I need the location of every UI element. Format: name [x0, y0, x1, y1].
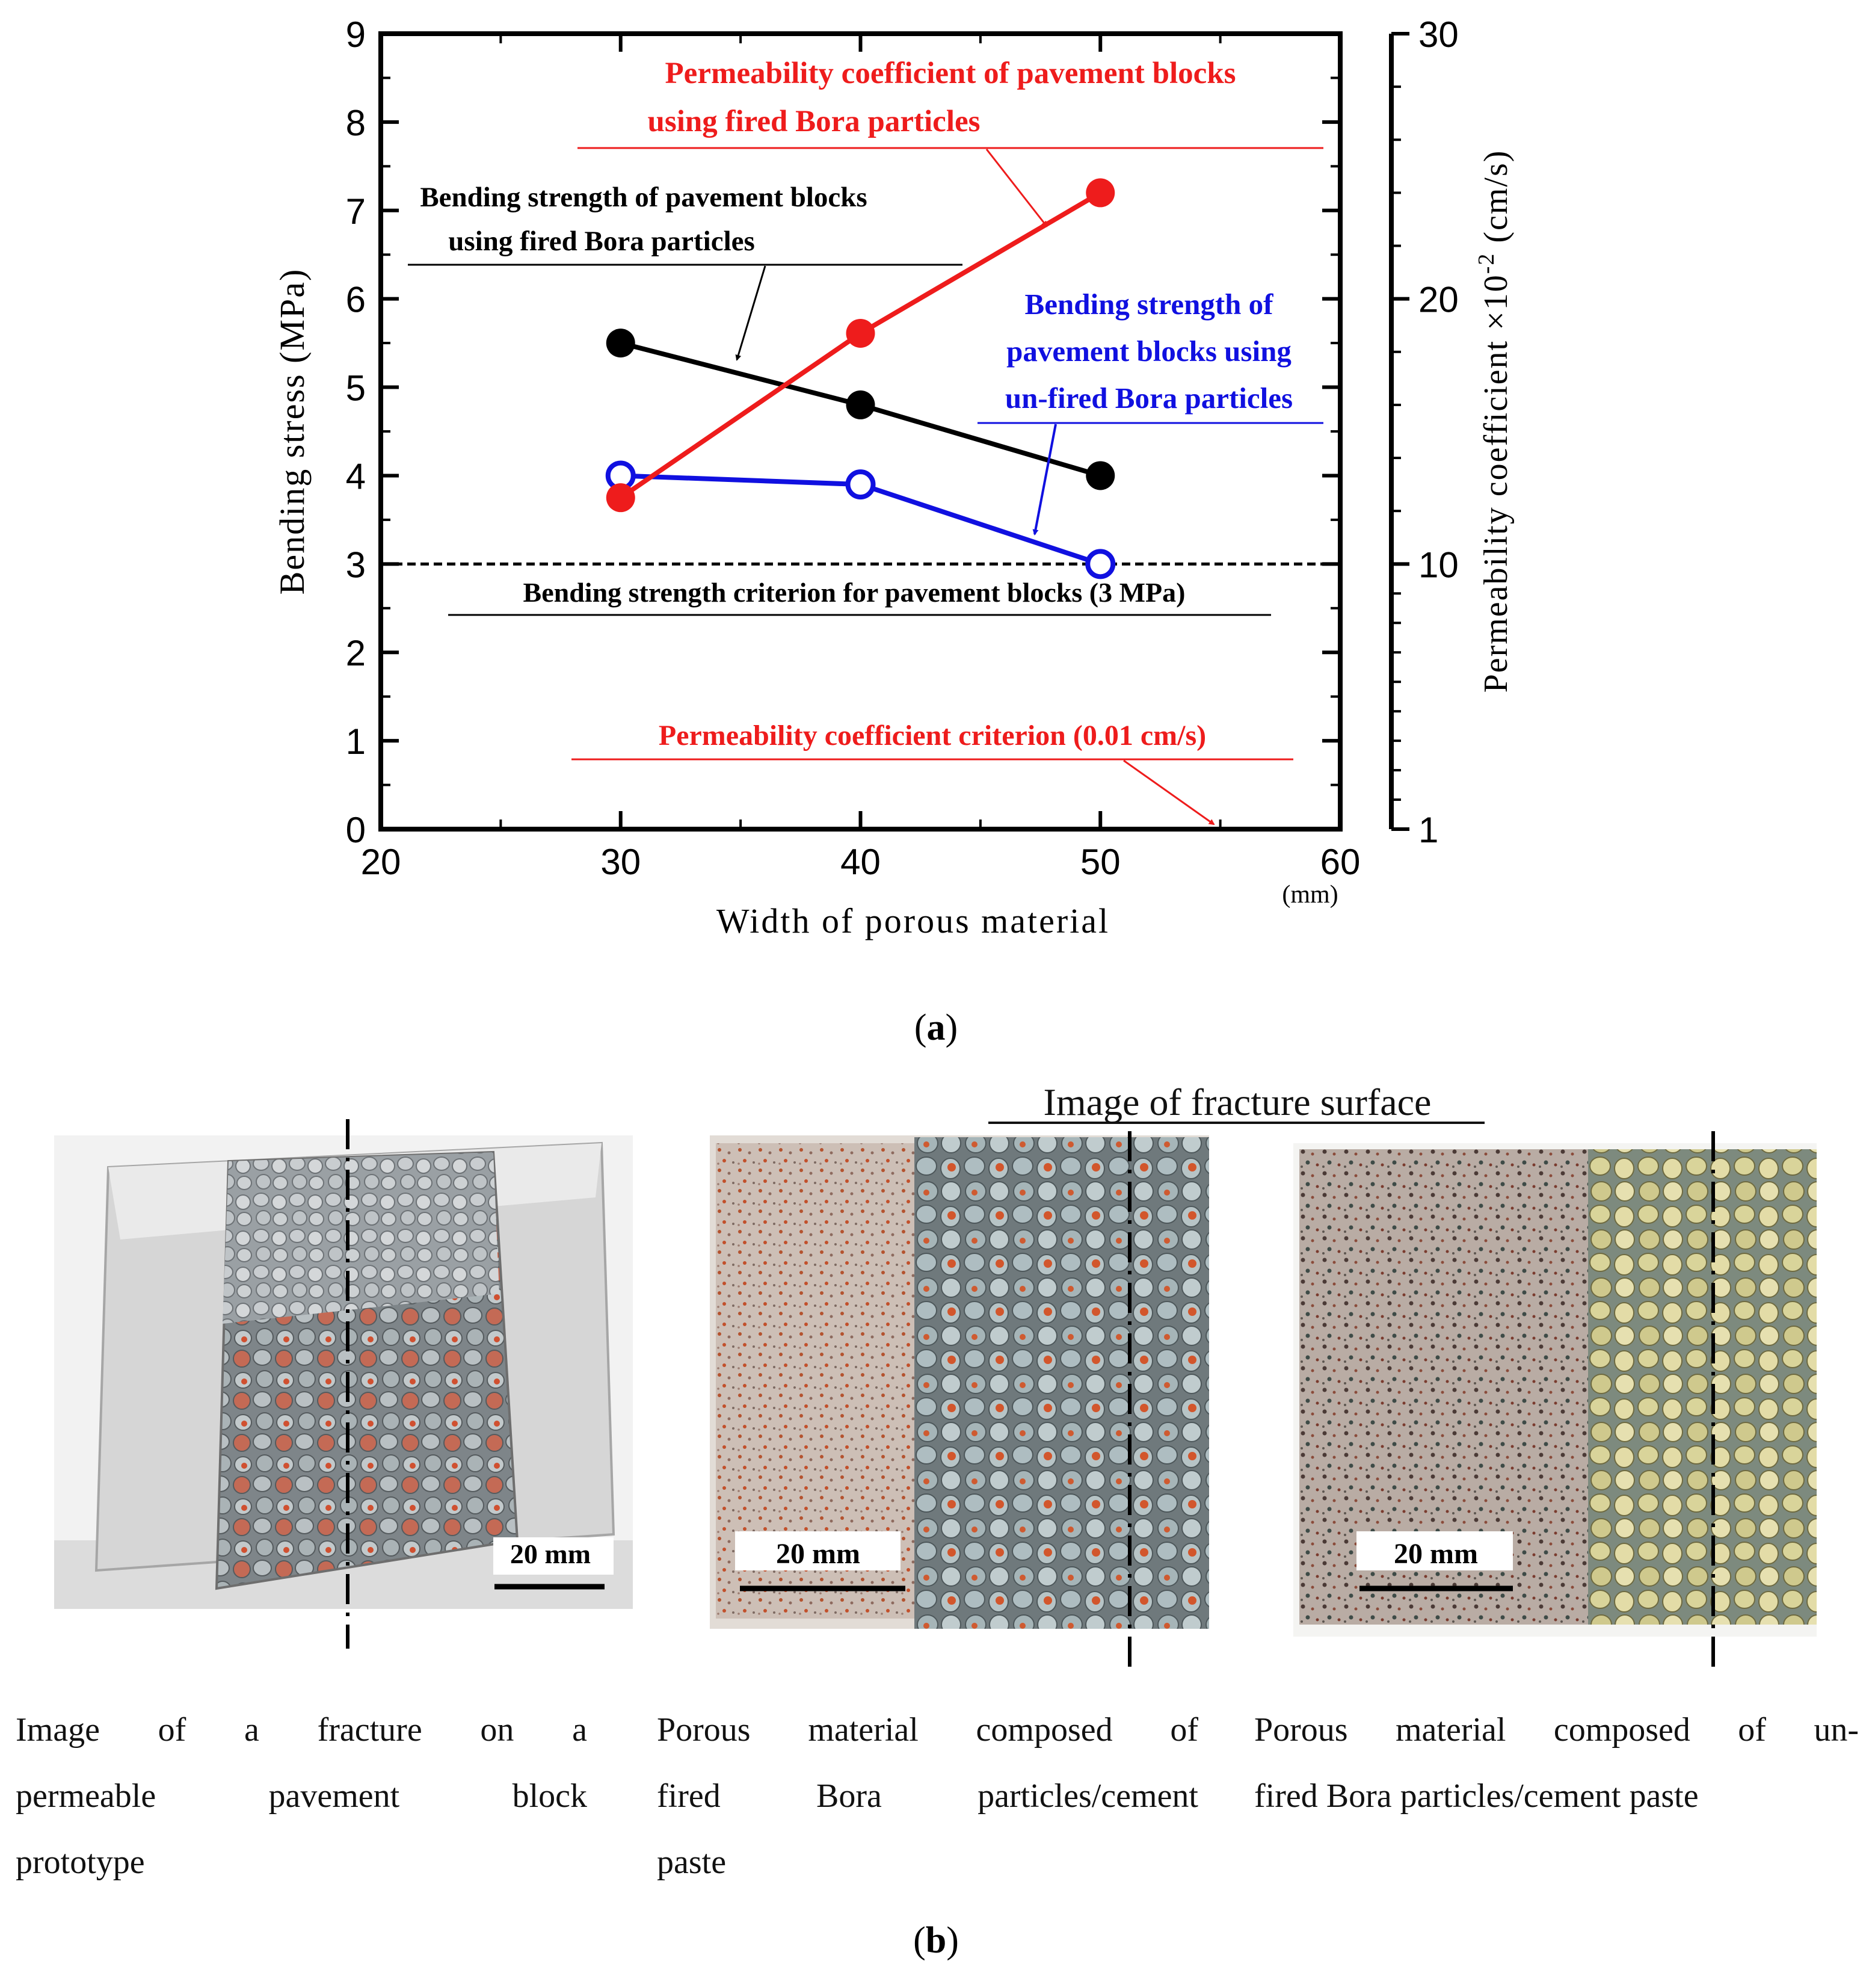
left-tick-label: 6 — [346, 280, 366, 320]
right-tick-label: 1 — [1418, 810, 1438, 850]
photo-unfired-fracture — [1293, 1143, 1817, 1637]
photo-3-caption: Porous material composed of un- fired Bo… — [1254, 1697, 1859, 1829]
x-tick-label: 50 — [1080, 842, 1121, 882]
left-tick-label: 5 — [346, 368, 366, 409]
series-0-point-1 — [846, 390, 875, 419]
annotation-unfired-bending-arrow — [1032, 424, 1057, 536]
photo-1-caption-line-1: Image of a fracture on a — [16, 1711, 587, 1749]
x-tick-label: 30 — [600, 842, 641, 882]
photo-2-caption-line-2: fired Bora particles/cement — [657, 1777, 1198, 1815]
annotation-fired-bending-line-1: Bending strength of pavement blocks — [420, 182, 867, 213]
annotation-fired-bending-arrow — [735, 265, 766, 361]
photo-fired-fracture — [710, 1135, 1209, 1629]
left-tick-label: 9 — [346, 14, 366, 55]
panel-b-label: (b) — [913, 1920, 959, 1961]
photo-1-caption: Image of a fracture on a permeable pavem… — [16, 1697, 587, 1895]
left-tick-label: 0 — [346, 810, 366, 850]
photo-3-caption-line-1: Porous material composed of un- — [1254, 1711, 1859, 1749]
permeability-criterion-arrow — [1123, 759, 1215, 826]
left-axis-tick-labels: 0 1 2 3 4 5 6 7 8 9 — [346, 14, 366, 850]
series-0-point-2 — [1086, 461, 1115, 490]
annotation-fired-bending: Bending strength of pavement blocks usin… — [420, 182, 867, 257]
photo-2-scale-label: 20 mm — [776, 1538, 860, 1570]
chart: 0 1 2 3 4 5 6 7 8 9 1 10 20 30 20 30 40 50 60 Width of p… — [272, 14, 1515, 940]
photo-2-caption: Porous material composed of fired Bora p… — [657, 1697, 1198, 1895]
right-tick-label: 30 — [1418, 14, 1459, 55]
x-axis-label: Width of porous material — [716, 901, 1110, 940]
left-axis-ticks — [381, 32, 1340, 831]
left-tick-label: 4 — [346, 456, 366, 496]
left-tick-label: 7 — [346, 191, 366, 232]
permeability-criterion-label: Permeability coefficient criterion (0.01… — [659, 720, 1206, 752]
x-axis-tick-labels: 20 30 40 50 60 — [361, 842, 1361, 882]
left-tick-label: 1 — [346, 721, 366, 762]
photo-1-scale-label: 20 mm — [510, 1539, 591, 1569]
annotation-permeability-line-1: Permeability coefficient of pavement blo… — [665, 57, 1236, 90]
photo-1-caption-line-2: permeable pavement block — [16, 1777, 587, 1815]
annotation-permeability-arrow — [985, 149, 1048, 227]
series-layer — [605, 178, 1116, 579]
photo-3-caption-line-2: fired Bora particles/cement paste — [1254, 1777, 1699, 1815]
right-axis-tick-labels: 1 10 20 30 — [1418, 14, 1459, 850]
left-tick-label: 8 — [346, 103, 366, 143]
fracture-surface-header: Image of fracture surface — [1044, 1081, 1432, 1123]
plot-frame — [378, 31, 1343, 832]
series-0-point-0 — [606, 329, 635, 358]
annotation-permeability-line-2: using fired Bora particles — [648, 105, 981, 138]
right-axis-label-exponent: -2 — [1474, 253, 1499, 274]
annotation-unfired-bending: Bending strength of pavement blocks usin… — [1005, 288, 1293, 415]
x-axis-ticks — [379, 34, 1342, 829]
photo-1-caption-line-3: prototype — [16, 1844, 145, 1881]
x-tick-label: 60 — [1320, 842, 1361, 882]
left-tick-label: 2 — [346, 633, 366, 673]
series-1-point-1 — [845, 469, 876, 500]
right-axis-label: Permeability coefficient ×10-2 (cm/s) — [1474, 150, 1515, 693]
bending-criterion-label: Bending strength criterion for pavement … — [523, 577, 1186, 608]
series-1-point-2 — [1085, 549, 1116, 579]
annotation-fired-bending-line-2: using fired Bora particles — [448, 226, 755, 257]
right-axis-ticks — [1391, 32, 1409, 831]
right-tick-label: 20 — [1418, 280, 1459, 320]
annotation-unfired-bending-line-2: pavement blocks using — [1006, 335, 1292, 368]
annotation-permeability: Permeability coefficient of pavement blo… — [648, 57, 1236, 138]
series-2-point-2 — [1086, 178, 1115, 208]
x-axis-unit: (mm) — [1282, 881, 1338, 909]
annotation-unfired-bending-line-1: Bending strength of — [1025, 288, 1274, 321]
x-tick-label: 40 — [840, 842, 881, 882]
photo-2-caption-line-1: Porous material composed of — [657, 1711, 1198, 1749]
x-tick-label: 20 — [361, 842, 401, 882]
left-tick-label: 3 — [346, 545, 366, 585]
photo-3-scale-label: 20 mm — [1394, 1538, 1478, 1570]
annotation-unfired-bending-line-3: un-fired Bora particles — [1005, 381, 1293, 415]
photo-2-caption-line-3: paste — [657, 1844, 727, 1881]
right-axis-label-main: Permeability coefficient ×10 — [1477, 274, 1515, 693]
right-tick-label: 10 — [1418, 545, 1459, 585]
left-axis-label: Bending stress (MPa) — [272, 268, 312, 595]
series-2-point-1 — [846, 318, 875, 348]
panel-a-label: (a) — [914, 1007, 958, 1048]
series-2-point-0 — [606, 483, 635, 513]
right-axis-label-unit: (cm/s) — [1477, 150, 1515, 253]
photo-pavement-block — [54, 1135, 633, 1609]
